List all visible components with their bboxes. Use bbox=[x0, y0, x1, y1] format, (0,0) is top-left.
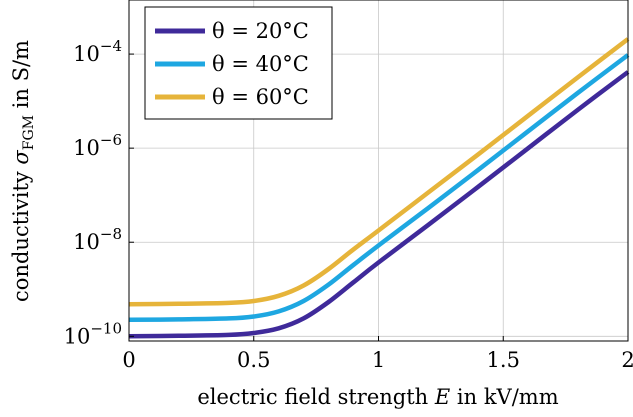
x-tick-label: 1 bbox=[372, 348, 385, 372]
series-line-3 bbox=[128, 37, 630, 307]
axis-ticks bbox=[128, 53, 629, 341]
x-tick-label: 1.5 bbox=[487, 348, 520, 372]
y-tick-labels: 10−10 10−8 10−6 10−4 bbox=[64, 37, 122, 348]
x-tick-labels: 0 0.5 1 1.5 2 bbox=[122, 348, 633, 372]
series-lines bbox=[128, 37, 630, 339]
x-tick-label: 0.5 bbox=[237, 348, 270, 372]
legend-label: θ = 20°C bbox=[212, 19, 309, 43]
x-tick-label: 2 bbox=[621, 348, 633, 372]
legend: θ = 20°C θ = 40°C θ = 60°C bbox=[144, 6, 333, 120]
x-axis-label: electric field strength E in kV/mm bbox=[197, 385, 558, 409]
legend-label: θ = 40°C bbox=[212, 52, 309, 76]
series-line-1 bbox=[128, 70, 630, 339]
legend-label: θ = 60°C bbox=[212, 85, 309, 109]
y-axis-label: conductivity σFGM in S/m bbox=[9, 40, 37, 302]
y-tick-label: 10−8 bbox=[73, 225, 122, 254]
y-tick-label: 10−4 bbox=[73, 37, 122, 66]
y-tick-label: 10−10 bbox=[64, 319, 122, 348]
y-tick-label: 10−6 bbox=[73, 131, 122, 160]
series-line-2 bbox=[128, 53, 630, 323]
x-tick-label: 0 bbox=[122, 348, 135, 372]
